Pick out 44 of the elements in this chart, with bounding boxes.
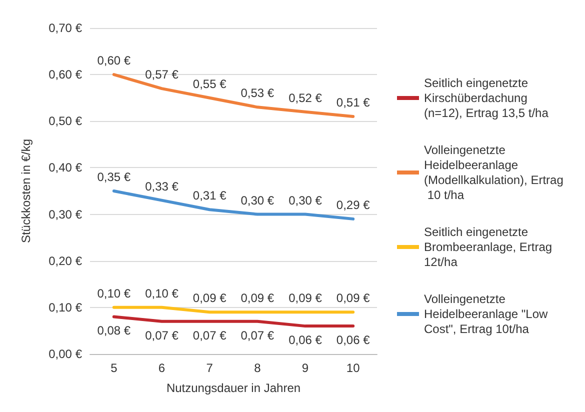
data-label: 0,10 €: [97, 286, 131, 300]
y-tick-label: 0,60 €: [48, 68, 82, 82]
data-label: 0,53 €: [240, 86, 274, 100]
legend-label: Seitlich eingenetzte Brombeeranlage, Ertrag 12t/ha: [424, 225, 556, 269]
data-label: 0,33 €: [145, 179, 179, 194]
x-tick-label: 5: [110, 361, 118, 375]
y-tick-label: 0,30 €: [48, 207, 82, 222]
data-label: 0,09 €: [240, 291, 274, 306]
x-tick-label: 7: [206, 361, 214, 375]
data-label: 0,09 €: [336, 291, 370, 306]
data-label: 0,07 €: [145, 328, 179, 342]
data-label: 0,29 €: [336, 198, 370, 212]
legend-label: Volleingenetzte Heidelbeeranlage (Modellkalkulation), Ertrag 10 t/ha: [424, 143, 564, 202]
data-label: 0,10 €: [145, 286, 179, 300]
y-tick-label: 0,10 €: [48, 300, 82, 314]
y-tick-label: 0,70 €: [48, 21, 82, 35]
data-label: 0,57 €: [145, 68, 179, 82]
data-label: 0,06 €: [336, 333, 370, 348]
data-label: 0,08 €: [97, 324, 131, 338]
data-label: 0,35 €: [97, 170, 131, 184]
legend-label: Seitlich eingenetzte Kirschüberdachung (n=12), Ertrag 13,5 t/ha: [424, 76, 549, 120]
legend-label: Volleingenetzte Heidelbeeranlage "Low Cost", Ertrag 10t/ha: [424, 292, 552, 336]
data-label: 0,07 €: [240, 328, 274, 342]
data-label: 0,07 €: [192, 328, 227, 342]
x-tick-label: 6: [158, 361, 166, 375]
data-label: 0,31 €: [192, 188, 227, 203]
y-tick-label: 0,40 €: [48, 160, 82, 175]
data-label: 0,30 €: [288, 193, 322, 208]
data-label: 0,52 €: [288, 90, 322, 105]
y-axis-title: Stückkosten in €/kg: [19, 138, 33, 244]
data-label: 0,51 €: [336, 95, 370, 110]
data-label: 0,60 €: [97, 54, 131, 68]
y-tick-label: 0,50 €: [48, 114, 82, 128]
x-tick-label: 8: [254, 361, 262, 375]
x-axis-title: Nutzungsdauer in Jahren: [166, 381, 301, 395]
data-label: 0,09 €: [288, 291, 322, 306]
data-label: 0,30 €: [240, 193, 274, 208]
data-label: 0,55 €: [192, 76, 227, 91]
data-label: 0,06 €: [288, 333, 322, 348]
x-tick-label: 10: [346, 361, 360, 375]
x-tick-label: 9: [302, 361, 309, 375]
data-label: 0,09 €: [192, 291, 227, 306]
y-tick-label: 0,00 €: [48, 347, 82, 361]
y-tick-label: 0,20 €: [48, 254, 82, 268]
